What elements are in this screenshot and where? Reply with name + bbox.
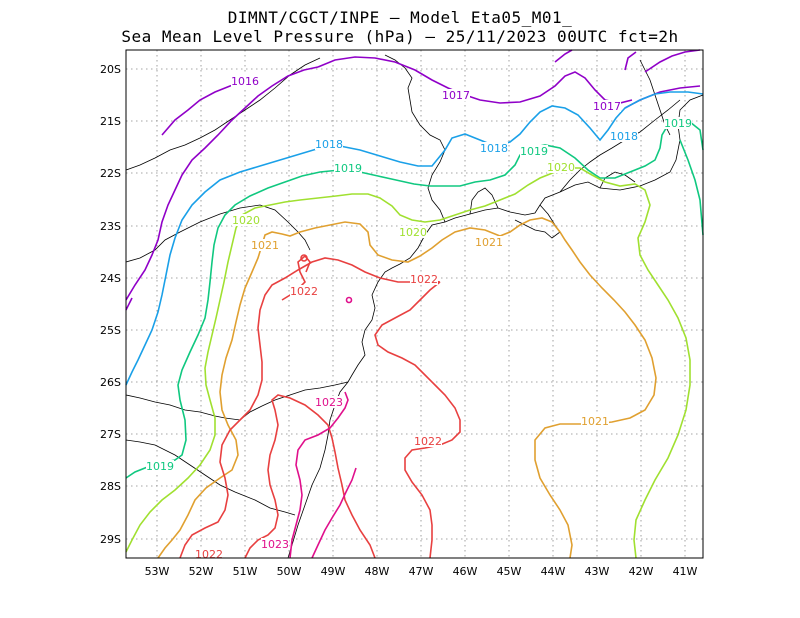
lon-label: 48W	[365, 565, 390, 578]
contour-label: 1023	[261, 538, 289, 551]
contour-label-bg	[581, 415, 609, 427]
lat-label: 24S	[100, 272, 121, 285]
lat-label: 23S	[100, 220, 121, 233]
contour-label: 1019	[146, 460, 174, 473]
lon-label: 51W	[233, 565, 258, 578]
isobar-1023a	[289, 391, 349, 559]
lat-label: 26S	[100, 376, 121, 389]
contour-label-bg	[399, 226, 427, 238]
lon-label: 43W	[585, 565, 610, 578]
isobar-1023b	[311, 467, 357, 559]
contour-label: 1018	[315, 138, 343, 151]
isobar-1021a	[157, 217, 657, 559]
contour-labels: 1016 1017 1017 1018 1018 1018 1019 1019 1019 1019…	[146, 75, 692, 561]
contour-label-bg	[414, 435, 442, 447]
contour-label-bg	[231, 75, 259, 87]
lat-label: 28S	[100, 480, 121, 493]
isobar-1019a	[125, 119, 704, 479]
contour-label-bg	[251, 239, 279, 251]
lat-label: 25S	[100, 324, 121, 337]
contour-label-bg	[334, 162, 362, 174]
contour-label-bg	[664, 117, 692, 129]
lon-label: 49W	[321, 565, 346, 578]
latitude-labels: 20S 21S 22S 23S 24S 25S 26S 27S 28S 29S	[100, 63, 121, 546]
lon-label: 42W	[629, 565, 654, 578]
contour-label-bg	[232, 214, 260, 226]
contour-label-bg	[593, 100, 621, 112]
contour-label: 1017	[442, 89, 470, 102]
contour-label: 1022	[195, 548, 223, 561]
lat-label: 22S	[100, 167, 121, 180]
contour-label-bg	[146, 460, 174, 472]
contour-label-bg	[195, 548, 223, 560]
lon-label: 46W	[453, 565, 478, 578]
contour-label-bg	[410, 273, 438, 285]
contour-label-bg	[261, 538, 289, 550]
contour-label: 1020	[232, 214, 260, 227]
contour-label: 1019	[520, 145, 548, 158]
contour-label: 1020	[399, 226, 427, 239]
lon-label: 53W	[145, 565, 170, 578]
lon-label: 50W	[277, 565, 302, 578]
isobar-1017c	[624, 51, 637, 71]
isobars	[125, 49, 704, 559]
isobar-1022a	[179, 257, 441, 559]
contour-label-bg	[547, 161, 575, 173]
lon-label: 41W	[673, 565, 698, 578]
lon-label: 52W	[189, 565, 214, 578]
isobar-1020a	[125, 167, 691, 559]
contour-label: 1020	[547, 161, 575, 174]
isobar-1017a	[317, 56, 633, 104]
contour-label: 1022	[290, 285, 318, 298]
contour-label-bg	[520, 145, 548, 157]
isobar-1023-cell	[345, 296, 353, 304]
title-line-1: DIMNT/CGCT/INPE – Model Eta05_M01_	[227, 8, 573, 27]
contour-label: 1019	[664, 117, 692, 130]
contour-label: 1023	[315, 396, 343, 409]
isobar-1019b	[679, 139, 704, 236]
contour-label: 1021	[581, 415, 609, 428]
isobar-1017b	[554, 49, 573, 63]
contour-label-bg	[610, 130, 638, 142]
gridlines	[126, 50, 703, 558]
contour-label-bg	[480, 142, 508, 154]
contour-label: 1021	[251, 239, 279, 252]
contour-label: 1018	[610, 130, 638, 143]
isobar-1022b	[374, 281, 461, 559]
contour-label-bg	[475, 236, 503, 248]
lat-label: 21S	[100, 115, 121, 128]
contour-label: 1022	[414, 435, 442, 448]
isobar-1016	[125, 66, 319, 301]
isobar-1018a	[125, 91, 704, 386]
contour-label-bg	[315, 396, 343, 408]
lon-label: 44W	[541, 565, 566, 578]
contour-label: 1017	[593, 100, 621, 113]
isobar-1016c	[161, 79, 256, 136]
isobar-1022-cell	[300, 254, 308, 262]
contour-label: 1022	[410, 273, 438, 286]
lat-label: 27S	[100, 428, 121, 441]
plot-frame	[125, 49, 704, 559]
contour-label-bg	[315, 138, 343, 150]
contour-label: 1021	[475, 236, 503, 249]
contour-label-bg	[290, 285, 318, 297]
lat-label: 20S	[100, 63, 121, 76]
isobar-1017e	[624, 85, 701, 109]
contour-label: 1016	[231, 75, 259, 88]
lon-label: 47W	[409, 565, 434, 578]
lon-label: 45W	[497, 565, 522, 578]
contour-label: 1018	[480, 142, 508, 155]
lat-label: 29S	[100, 533, 121, 546]
title-line-2: Sea Mean Level Pressure (hPa) – 25/11/20…	[121, 27, 679, 46]
isobar-1022c	[244, 394, 376, 559]
contour-label-bg	[442, 89, 470, 101]
isobar-1016b	[125, 297, 133, 311]
longitude-labels: 53W 52W 51W 50W 49W 48W 47W 46W 45W 44W 43W 42W 41W	[145, 565, 698, 578]
isobar-1017d	[644, 49, 701, 73]
contour-label: 1019	[334, 162, 362, 175]
